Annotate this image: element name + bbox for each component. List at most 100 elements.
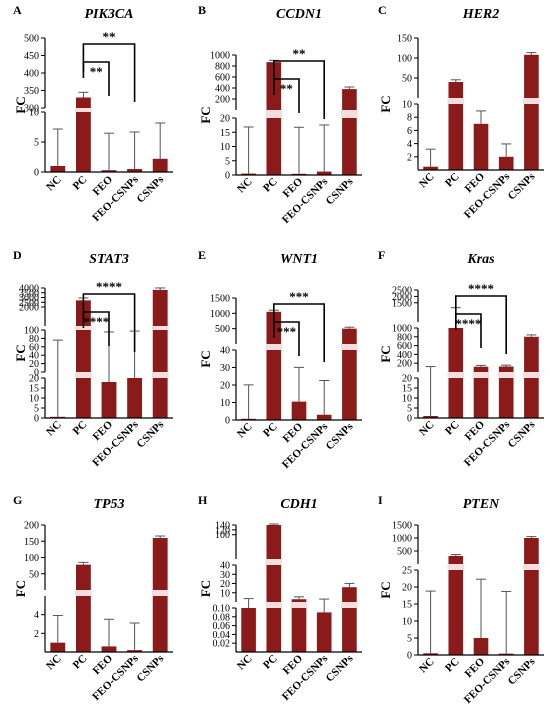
- x-tick-label: NC: [235, 421, 255, 441]
- x-tick-label: PC: [261, 653, 280, 672]
- bar: [473, 378, 489, 418]
- y-tick-label: 25: [402, 566, 412, 577]
- significance-label: ***: [289, 289, 309, 304]
- bar: [101, 382, 117, 418]
- x-tick-label: CSNPs: [506, 170, 538, 202]
- y-tick-label: 2500: [19, 298, 39, 309]
- y-tick-label: 10: [29, 394, 39, 405]
- bar: [241, 173, 256, 175]
- y-tick-label: 500: [215, 324, 230, 335]
- y-tick-label: 20: [29, 359, 39, 370]
- y-axis-label: FC: [198, 106, 213, 123]
- y-tick-label: 2: [34, 629, 39, 640]
- y-tick-label: 4: [34, 610, 39, 621]
- bar: [524, 54, 539, 98]
- y-tick-label: 15: [220, 128, 230, 139]
- x-tick-label: PC: [443, 171, 462, 190]
- x-tick-label: PC: [71, 653, 90, 672]
- y-tick-label: 4: [407, 139, 412, 150]
- y-tick-label: 20: [220, 114, 230, 125]
- bar: [448, 104, 464, 170]
- axis-break-band: [74, 372, 92, 378]
- significance-label: **: [90, 64, 103, 79]
- x-tick-label: FEO-CSNPs: [280, 175, 331, 226]
- x-tick-label: FEO-CSNPs: [462, 170, 513, 221]
- bar: [101, 170, 117, 172]
- panel-letter: I: [378, 493, 383, 507]
- y-tick-label: 0: [34, 168, 39, 179]
- bar: [498, 156, 514, 170]
- y-tick-label: 1000: [210, 309, 230, 320]
- bar: [127, 378, 143, 418]
- bar: [342, 328, 357, 344]
- axis-break-band: [290, 602, 308, 608]
- significance-label: **: [103, 29, 116, 44]
- x-tick-label: FEO-CSNPs: [90, 418, 141, 469]
- bar: [423, 653, 438, 655]
- bar: [423, 166, 438, 170]
- bar: [498, 366, 514, 372]
- bar: [316, 171, 332, 175]
- axis-break-band: [497, 372, 515, 378]
- bar: [448, 328, 464, 372]
- bar: [524, 570, 539, 655]
- axis-break-band: [74, 590, 92, 596]
- y-tick-label: 500: [24, 34, 39, 45]
- bar: [423, 416, 438, 418]
- panel-title: STAT3: [89, 252, 129, 267]
- x-tick-label: PC: [261, 421, 280, 440]
- y-tick-label: 0.10: [213, 604, 231, 615]
- bar: [152, 538, 168, 590]
- significance-label: ***: [277, 324, 297, 339]
- y-tick-label: 2: [407, 152, 412, 163]
- axis-break-band: [447, 372, 465, 378]
- x-tick-label: NC: [417, 656, 437, 676]
- bar: [524, 336, 539, 372]
- axis-break-band: [151, 372, 169, 378]
- bar: [266, 525, 282, 559]
- significance-bracket: [273, 60, 325, 119]
- bar: [448, 82, 464, 98]
- y-axis-label: FC: [378, 95, 393, 112]
- x-tick-label: FEO-CSNPs: [280, 420, 331, 471]
- y-tick-label: 600: [215, 73, 230, 84]
- y-tick-label: 150: [24, 537, 39, 548]
- y-tick-label: 120: [215, 525, 230, 536]
- bar: [127, 650, 143, 652]
- bar: [342, 89, 357, 110]
- y-tick-label: 20: [29, 374, 39, 385]
- bar: [266, 608, 282, 652]
- y-tick-label: 10: [402, 100, 412, 111]
- y-tick-label: 350: [24, 86, 39, 97]
- bar: [75, 97, 91, 108]
- y-tick-label: 800: [397, 332, 412, 343]
- y-tick-label: 15: [29, 384, 39, 395]
- y-tick-label: 3000: [19, 293, 39, 304]
- y-axis-label: FC: [13, 580, 28, 597]
- y-tick-label: 0: [225, 416, 230, 427]
- significance-label: ****: [455, 316, 481, 331]
- bar: [448, 378, 464, 418]
- bar: [101, 646, 117, 652]
- x-tick-label: NC: [44, 419, 64, 439]
- axis-break-band: [74, 108, 92, 112]
- y-tick-label: 10: [220, 398, 230, 409]
- x-tick-label: PC: [443, 656, 462, 675]
- axis-break-band: [151, 326, 169, 330]
- panel-letter: E: [198, 248, 206, 262]
- panel-letter: C: [378, 3, 387, 17]
- axis-break-band: [472, 372, 490, 378]
- panel-title: WNT1: [280, 252, 318, 267]
- y-tick-label: 2500: [392, 286, 412, 297]
- y-tick-label: 400: [397, 350, 412, 361]
- axis-break-band: [341, 602, 358, 608]
- panel-title: Kras: [466, 252, 495, 267]
- x-tick-label: NC: [417, 171, 437, 191]
- x-tick-label: PC: [261, 176, 280, 195]
- y-tick-label: 10: [220, 588, 230, 599]
- y-tick-label: 50: [402, 74, 412, 85]
- y-tick-label: 4000: [19, 284, 39, 295]
